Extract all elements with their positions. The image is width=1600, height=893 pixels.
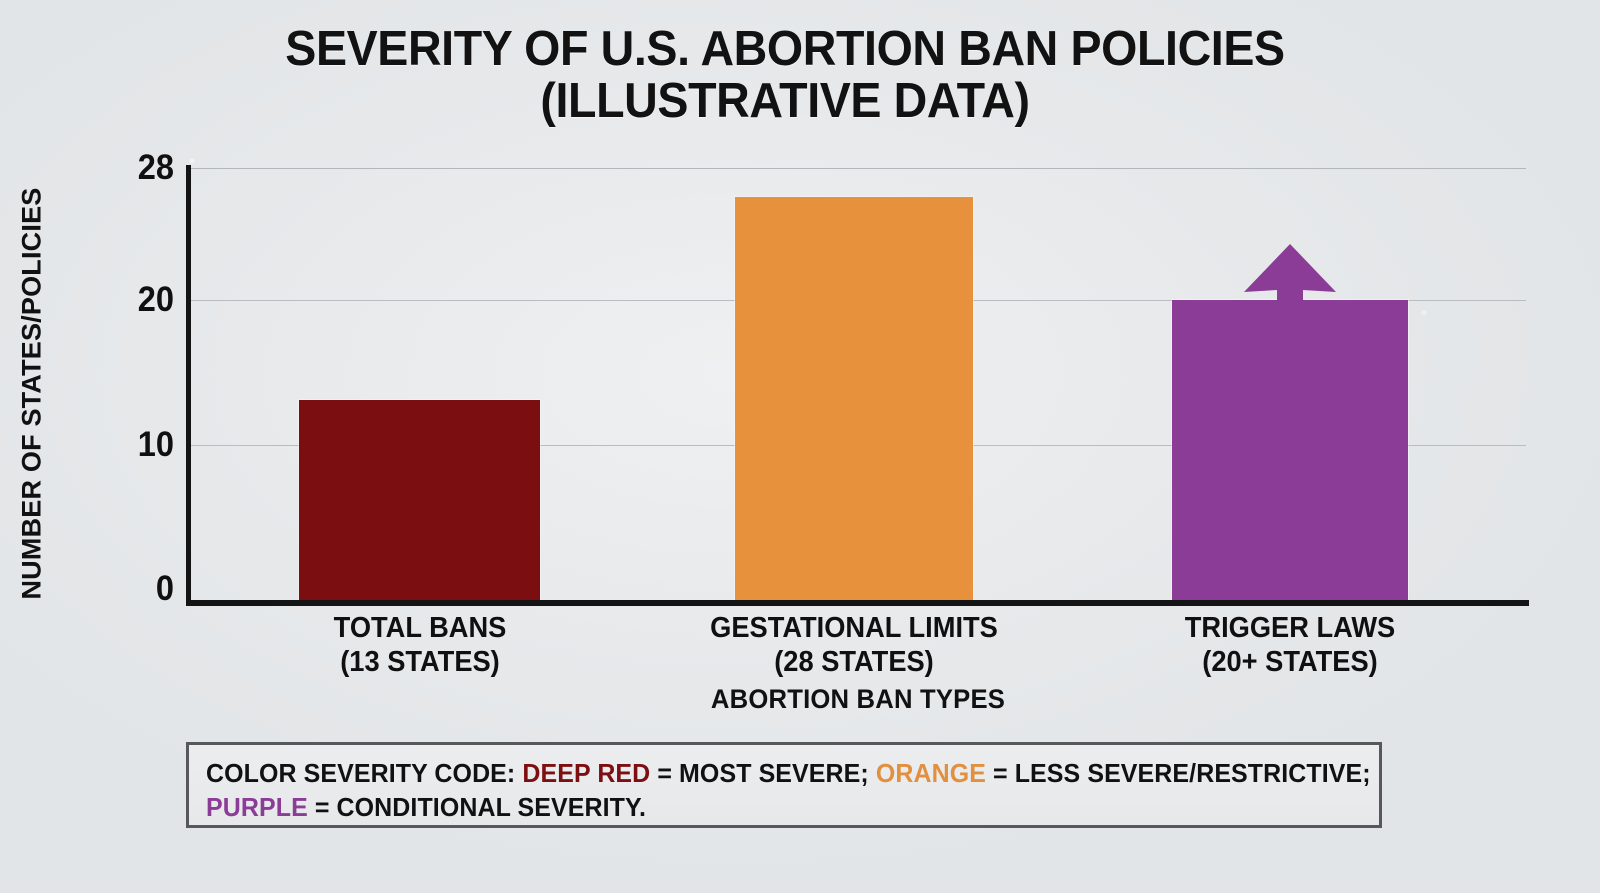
chart-title-line-1: SEVERITY OF U.S. ABORTION BAN POLICIES: [285, 22, 1285, 76]
legend-purple-word: PURPLE: [206, 791, 308, 822]
y-axis-title: NUMBER OF STATES/POLICIES: [16, 187, 47, 600]
y-tick-28: 28: [137, 148, 174, 187]
x-tick-label-trigger-laws-main: TRIGGER LAWS: [1184, 612, 1396, 644]
x-tick-label-gestational-limits-main: GESTATIONAL LIMITS: [710, 612, 998, 644]
legend-orange-desc: = LESS SEVERE/RESTRICTIVE;: [985, 758, 1371, 788]
bar-total-bans-fill: [299, 400, 540, 600]
x-axis-title: ABORTION BAN TYPES: [710, 684, 1006, 714]
x-tick-label-total-bans-main: TOTAL BANS: [333, 612, 507, 644]
legend-prefix: COLOR SEVERITY CODE:: [206, 758, 523, 788]
legend-purple-desc: = CONDITIONAL SEVERITY.: [307, 791, 646, 822]
y-axis-line: [186, 165, 191, 605]
legend-deep-red-word: DEEP RED: [522, 758, 651, 788]
y-tick-10: 10: [137, 425, 174, 464]
x-tick-label-gestational-limits: GESTATIONAL LIMITS (28 STATES): [675, 612, 1032, 679]
x-tick-label-total-bans-sub: (13 STATES): [340, 645, 500, 678]
up-arrow-icon: [1241, 244, 1339, 302]
chart-title: SEVERITY OF U.S. ABORTION BAN POLICIES (…: [39, 22, 1531, 128]
x-tick-label-trigger-laws: TRIGGER LAWS (20+ STATES): [1111, 612, 1468, 679]
bar-gestational-limits[interactable]: [735, 197, 973, 600]
color-severity-legend-box: COLOR SEVERITY CODE: DEEP RED = MOST SEV…: [186, 742, 1382, 828]
x-tick-label-total-bans: TOTAL BANS (13 STATES): [241, 612, 598, 679]
y-axis-tick-labels: 28 20 10 0: [100, 0, 174, 893]
bar-trigger-laws-fill: [1172, 300, 1408, 600]
y-tick-20: 20: [137, 280, 174, 319]
x-axis-line: [186, 600, 1529, 606]
legend-deep-red-desc: = MOST SEVERE;: [650, 758, 876, 788]
bar-gestational-limits-fill: [735, 197, 973, 600]
plot-area: [190, 168, 1526, 600]
bar-total-bans[interactable]: [299, 400, 540, 600]
legend-orange-word: ORANGE: [875, 758, 986, 788]
chart-title-line-2: (ILLUSTRATIVE DATA): [540, 73, 1030, 128]
color-severity-legend-text: COLOR SEVERITY CODE: DEEP RED = MOST SEV…: [206, 757, 1371, 825]
x-tick-label-trigger-laws-sub: (20+ STATES): [1202, 645, 1378, 678]
bar-trigger-laws[interactable]: [1172, 244, 1408, 600]
y-tick-0: 0: [155, 569, 174, 608]
gridline-28: [190, 168, 1526, 169]
x-tick-label-gestational-limits-sub: (28 STATES): [774, 645, 934, 678]
